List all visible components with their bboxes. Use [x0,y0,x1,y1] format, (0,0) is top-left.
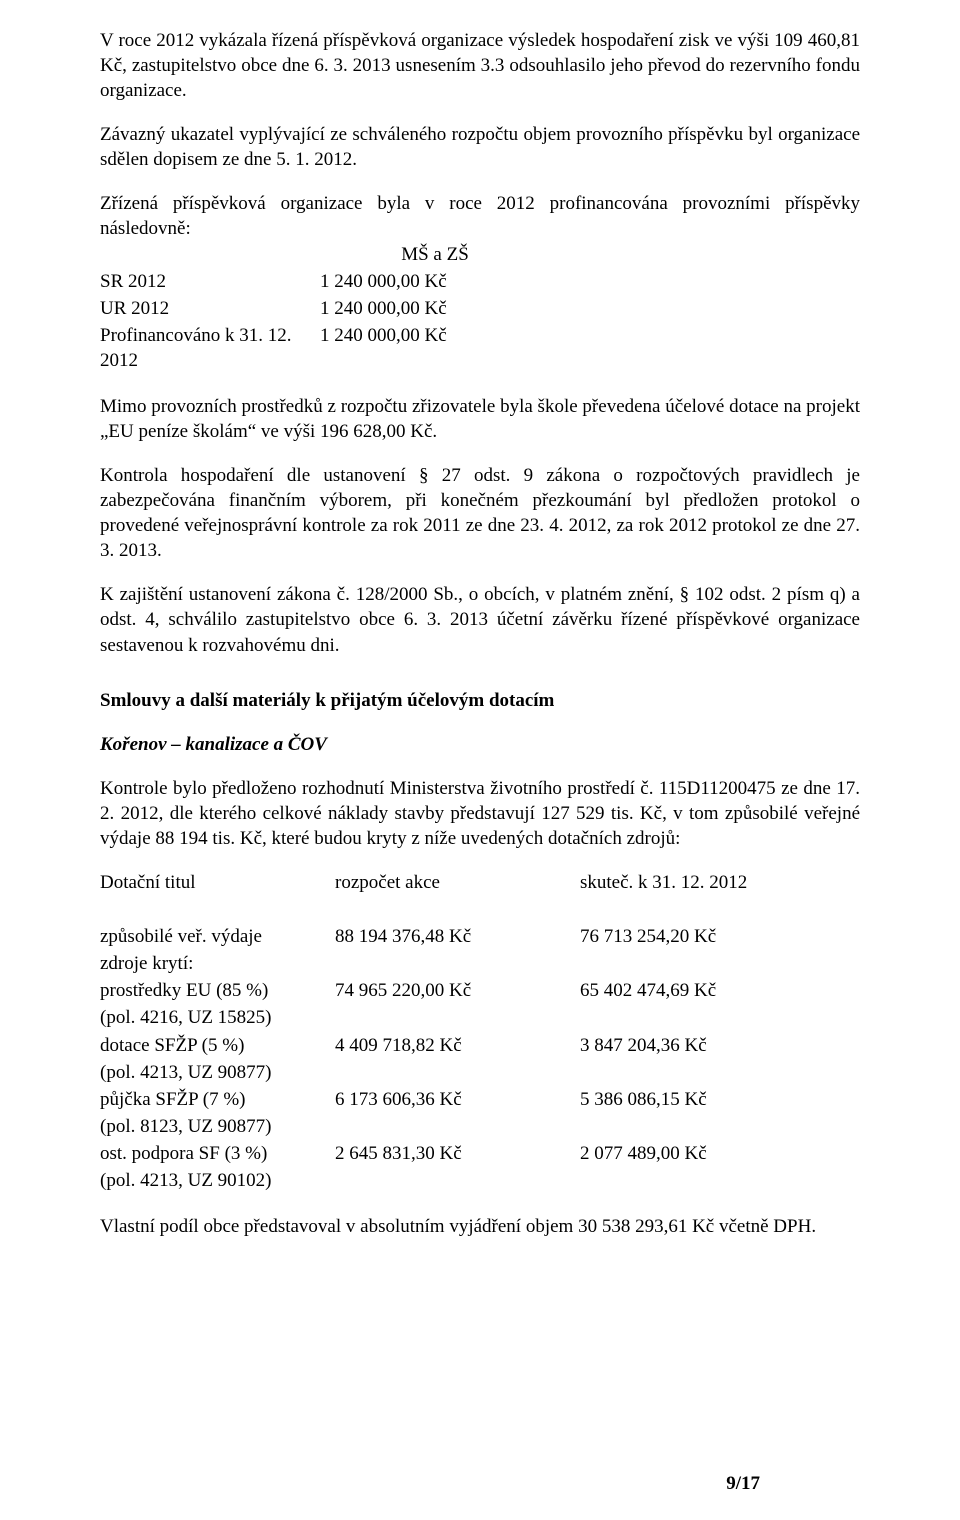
table-cell: 2 077 489,00 Kč [580,1141,790,1168]
table-cell [335,1168,580,1195]
table-cell: (pol. 4216, UZ 15825) [100,1005,335,1032]
table-cell: způsobilé veř. výdaje [100,924,335,951]
paragraph: Kontrola hospodaření dle ustanovení § 27… [100,463,860,563]
table-cell [580,1114,790,1141]
table-cell [100,242,320,269]
table-row: UR 2012 1 240 000,00 Kč [100,296,550,323]
table-row: (pol. 4216, UZ 15825) [100,1005,790,1032]
table-cell: (pol. 4213, UZ 90877) [100,1060,335,1087]
table-cell [335,1060,580,1087]
table-row: půjčka SFŽP (7 %) 6 173 606,36 Kč 5 386 … [100,1087,790,1114]
table-row: (pol. 8123, UZ 90877) [100,1114,790,1141]
table-cell: SR 2012 [100,269,320,296]
table-cell [580,1005,790,1032]
table-cell: ost. podpora SF (3 %) [100,1141,335,1168]
page-number: 9/17 [726,1471,760,1496]
table-cell: 1 240 000,00 Kč [320,296,550,323]
table-row: způsobilé veř. výdaje 88 194 376,48 Kč 7… [100,924,790,951]
table-row: zdroje krytí: [100,951,790,978]
table-row: dotace SFŽP (5 %) 4 409 718,82 Kč 3 847 … [100,1033,790,1060]
table-cell: 6 173 606,36 Kč [335,1087,580,1114]
table-row: (pol. 4213, UZ 90102) [100,1168,790,1195]
paragraph: Zřízená příspěvková organizace byla v ro… [100,191,860,241]
table-cell [335,1005,580,1032]
paragraph: Mimo provozních prostředků z rozpočtu zř… [100,394,860,444]
table-header-cell: skuteč. k 31. 12. 2012 [580,870,790,897]
table-cell [580,1060,790,1087]
table-row: SR 2012 1 240 000,00 Kč [100,269,550,296]
financing-table: MŠ a ZŠ SR 2012 1 240 000,00 Kč UR 2012 … [100,242,550,375]
table-cell: (pol. 4213, UZ 90102) [100,1168,335,1195]
table-cell: prostředky EU (85 %) [100,978,335,1005]
table-cell: 76 713 254,20 Kč [580,924,790,951]
table-cell: půjčka SFŽP (7 %) [100,1087,335,1114]
table-cell: 2 645 831,30 Kč [335,1141,580,1168]
table-cell: UR 2012 [100,296,320,323]
table-row: prostředky EU (85 %) 74 965 220,00 Kč 65… [100,978,790,1005]
table-row: Profinancováno k 31. 12. 2012 1 240 000,… [100,323,550,375]
table-cell: 4 409 718,82 Kč [335,1033,580,1060]
table-cell [580,951,790,978]
paragraph: Závazný ukazatel vyplývající ze schválen… [100,122,860,172]
table-spacer-row [100,897,790,924]
table-header-cell: MŠ a ZŠ [320,242,550,269]
table-cell: 1 240 000,00 Kč [320,323,550,375]
table-row: ost. podpora SF (3 %) 2 645 831,30 Kč 2 … [100,1141,790,1168]
section-heading: Smlouvy a další materiály k přijatým úče… [100,688,860,713]
table-cell: 74 965 220,00 Kč [335,978,580,1005]
table-cell: 65 402 474,69 Kč [580,978,790,1005]
table-header-cell: rozpočet akce [335,870,580,897]
table-row: (pol. 4213, UZ 90877) [100,1060,790,1087]
table-header-cell: Dotační titul [100,870,335,897]
sub-heading: Kořenov – kanalizace a ČOV [100,732,860,757]
table-cell: zdroje krytí: [100,951,335,978]
table-cell: 5 386 086,15 Kč [580,1087,790,1114]
table-cell: 1 240 000,00 Kč [320,269,550,296]
table-row: MŠ a ZŠ [100,242,550,269]
table-cell: Profinancováno k 31. 12. 2012 [100,323,320,375]
table-cell [335,1114,580,1141]
table-cell: 88 194 376,48 Kč [335,924,580,951]
table-cell: 3 847 204,36 Kč [580,1033,790,1060]
table-cell: dotace SFŽP (5 %) [100,1033,335,1060]
paragraph: K zajištění ustanovení zákona č. 128/200… [100,582,860,657]
table-cell: (pol. 8123, UZ 90877) [100,1114,335,1141]
paragraph: Vlastní podíl obce představoval v absolu… [100,1214,860,1239]
paragraph: V roce 2012 vykázala řízená příspěvková … [100,28,860,103]
grant-table: Dotační titul rozpočet akce skuteč. k 31… [100,870,790,1195]
table-cell [580,1168,790,1195]
paragraph: Kontrole bylo předloženo rozhodnutí Mini… [100,776,860,851]
table-row: Dotační titul rozpočet akce skuteč. k 31… [100,870,790,897]
table-cell [335,951,580,978]
